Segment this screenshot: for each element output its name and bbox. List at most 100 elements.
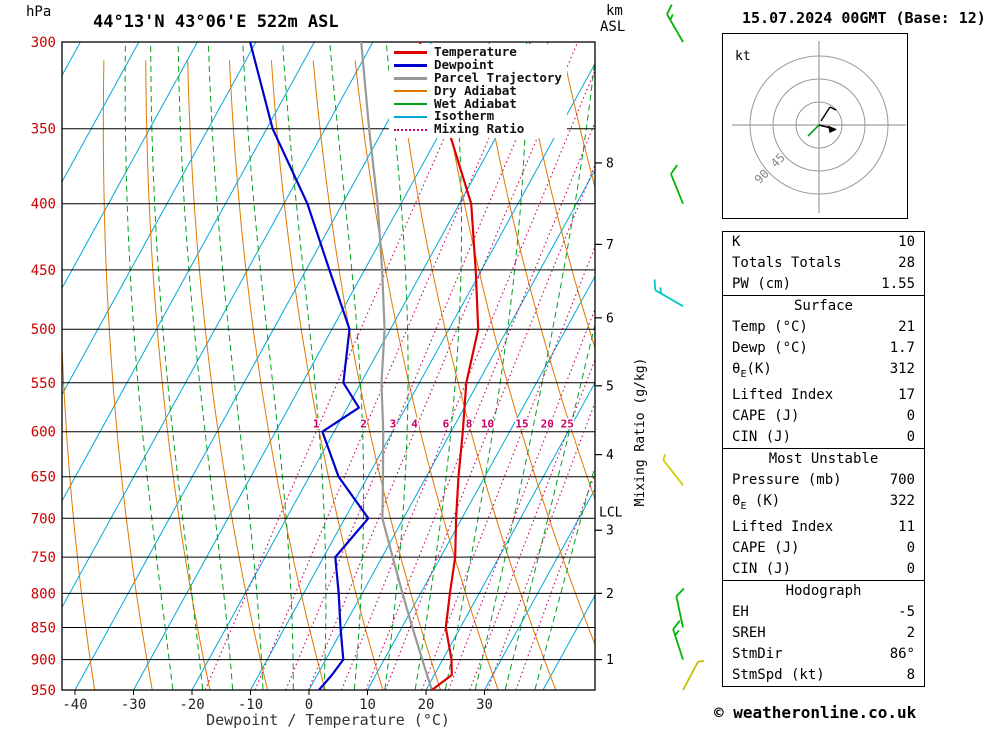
row-label: Lifted Index bbox=[732, 518, 834, 535]
hodograph-ring bbox=[749, 55, 889, 195]
mixing-ratio-label: 15 bbox=[515, 418, 528, 431]
hodograph-ring bbox=[795, 101, 843, 149]
table-row: Totals Totals 28 bbox=[723, 253, 924, 274]
pressure-tick-label: 950 bbox=[31, 683, 56, 699]
wind-barb bbox=[653, 279, 684, 307]
legend-item: Wet Adiabat bbox=[394, 95, 562, 111]
row-value: 21 bbox=[898, 319, 915, 335]
legend-item: Isotherm bbox=[394, 110, 562, 123]
lcl-marker: LCL bbox=[599, 505, 623, 520]
legend-label: Dry Adiabat bbox=[434, 82, 517, 98]
row-label: SREH bbox=[732, 624, 766, 641]
skewt-chart: 3003504004505005506006507007508008509009… bbox=[26, 3, 705, 729]
pressure-axis-unit: hPa bbox=[26, 4, 51, 20]
legend-label: Temperature bbox=[434, 44, 517, 59]
wind-barb bbox=[672, 620, 684, 660]
legend-label: Dewpoint bbox=[434, 56, 495, 72]
legend-line-sample bbox=[394, 90, 427, 93]
legend-label: Wet Adiabat bbox=[434, 95, 517, 111]
indices-table: K 10 Totals Totals 28 PW (cm) 1.55 bbox=[722, 231, 925, 296]
table-row: θE (K) 322 bbox=[723, 491, 924, 517]
station-title: 44°13'N 43°06'E 522m ASL bbox=[93, 12, 339, 32]
row-label: CAPE (J) bbox=[732, 539, 800, 556]
row-label: K bbox=[732, 234, 741, 250]
row-label: θE (K) bbox=[732, 492, 781, 512]
pressure-tick-label: 600 bbox=[31, 425, 56, 441]
pressure-tick-label: 650 bbox=[31, 470, 56, 486]
legend-item: Dewpoint bbox=[394, 56, 562, 72]
axis-tick-labels: 3003504004505005506006507007508008509009… bbox=[31, 35, 614, 713]
row-label: EH bbox=[732, 603, 749, 620]
row-value: 322 bbox=[889, 492, 915, 509]
pressure-tick-label: 300 bbox=[31, 35, 56, 51]
wind-barb bbox=[662, 453, 684, 486]
temp-tick-label: -40 bbox=[62, 697, 87, 713]
table-row: K 10 bbox=[723, 232, 924, 253]
row-value: 8 bbox=[906, 666, 915, 683]
table-row: PW (cm) 1.55 bbox=[723, 274, 924, 295]
legend-item: Parcel Trajectory bbox=[394, 71, 562, 85]
parcel-trajectory-curve bbox=[360, 42, 433, 690]
dewpoint-curve bbox=[249, 42, 370, 690]
legend-line-sample bbox=[394, 128, 427, 131]
row-value: 0 bbox=[906, 560, 915, 577]
table-row: Lifted Index 11 bbox=[723, 517, 924, 538]
chart-legend: Temperature Dewpoint Parcel Trajectory Dry … bbox=[389, 44, 567, 139]
legend-item: Dry Adiabat bbox=[394, 82, 562, 98]
asl-axis-unit: ASL bbox=[600, 19, 625, 35]
table-row: CIN (J) 0 bbox=[723, 427, 924, 448]
row-value: 10 bbox=[898, 234, 915, 250]
table-row: Pressure (mb) 700 bbox=[723, 470, 924, 491]
pressure-tick-label: 800 bbox=[31, 586, 56, 602]
row-value: 312 bbox=[889, 361, 915, 377]
row-label: CAPE (J) bbox=[732, 407, 800, 424]
pressure-gridlines bbox=[61, 41, 602, 695]
temp-tick-label: 20 bbox=[418, 697, 435, 713]
stats-tables: K 10 Totals Totals 28 PW (cm) 1.55 Surface Temp… bbox=[722, 231, 925, 687]
hodograph-ring bbox=[772, 78, 866, 172]
row-label: θE(K) bbox=[732, 361, 772, 380]
pressure-tick-label: 500 bbox=[31, 322, 56, 338]
hodograph-arrowhead bbox=[828, 125, 837, 133]
row-label: PW (cm) bbox=[732, 276, 792, 292]
hodograph-table: Hodograph EH -5 SREH 2 StmDir 86° StmSpd (kt) 8 bbox=[722, 579, 925, 687]
temp-tick-label: -20 bbox=[179, 697, 204, 713]
row-value: 1.55 bbox=[881, 276, 915, 292]
temp-tick-label: -30 bbox=[121, 697, 146, 713]
row-value: 0 bbox=[906, 539, 915, 556]
mixing-ratio-label: 2 bbox=[360, 418, 367, 431]
km-tick-label: 5 bbox=[606, 379, 614, 394]
mixing-ratio-label: 10 bbox=[481, 418, 494, 431]
row-label: Temp (°C) bbox=[732, 319, 808, 335]
pressure-tick-label: 900 bbox=[31, 653, 56, 669]
mixing-ratio-lines bbox=[204, 42, 595, 690]
surface-table: Surface Temp (°C) 21 Dewp (°C) 1.7 θE(K) 312 Li… bbox=[722, 295, 925, 449]
legend-line-sample bbox=[394, 115, 427, 118]
wind-barb bbox=[670, 164, 684, 205]
mixing-ratio-label: 3 bbox=[390, 418, 397, 431]
row-label: CIN (J) bbox=[732, 428, 792, 445]
hodograph-frame bbox=[722, 33, 908, 219]
row-value: 2 bbox=[906, 624, 915, 641]
row-value: 17 bbox=[898, 386, 915, 403]
dry-adiabats bbox=[62, 60, 595, 690]
row-value: 11 bbox=[898, 518, 915, 535]
row-value: 0 bbox=[906, 407, 915, 424]
row-value: 700 bbox=[889, 471, 915, 488]
table-row: Lifted Index 17 bbox=[723, 385, 924, 406]
legend-line-sample bbox=[394, 50, 427, 54]
legend-label: Mixing Ratio bbox=[434, 121, 525, 137]
skewt-layers: 3003504004505005506006507007508008509009… bbox=[31, 4, 705, 713]
row-label: Pressure (mb) bbox=[732, 471, 842, 488]
row-value: 86° bbox=[889, 645, 915, 662]
row-label: CIN (J) bbox=[732, 560, 792, 577]
km-tick-label: 4 bbox=[606, 448, 614, 463]
table-row: EH -5 bbox=[723, 602, 924, 623]
pressure-tick-label: 850 bbox=[31, 621, 56, 637]
table-row: Dewp (°C) 1.7 bbox=[723, 338, 924, 359]
temp-tick-label: 10 bbox=[359, 697, 376, 713]
hodograph-trace-green bbox=[807, 124, 820, 137]
table-title: Surface bbox=[793, 298, 853, 314]
copyright: © weatheronline.co.uk bbox=[714, 703, 917, 722]
